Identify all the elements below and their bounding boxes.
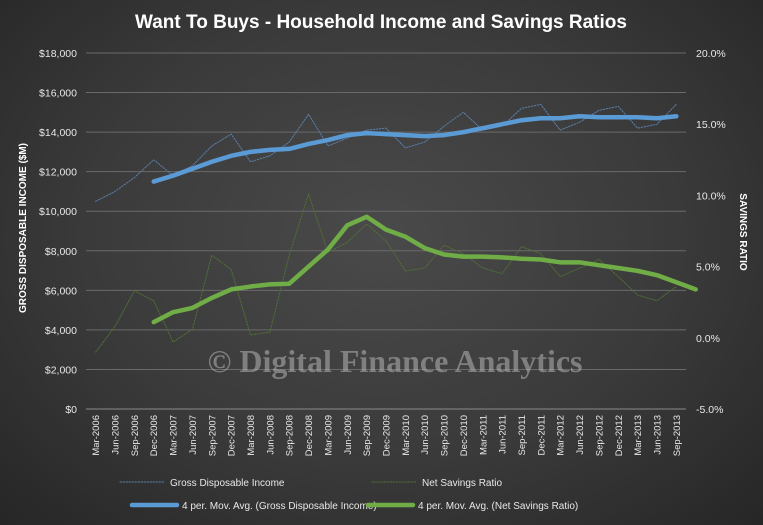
y-tick-label: $12,000 (39, 167, 77, 179)
x-tick-label: Mar-2010 (401, 415, 412, 456)
y-tick-label: $2,000 (45, 364, 77, 376)
x-tick-label: Jun-2010 (420, 415, 431, 455)
x-tick-label: Sep-2007 (207, 415, 218, 456)
chart-title: Want To Buys - Household Income and Savi… (135, 12, 627, 33)
y2-tick-label: -5.0% (696, 404, 723, 416)
x-tick-label: Dec-2009 (382, 415, 393, 456)
y-tick-label: $4,000 (45, 325, 77, 337)
x-tick-label: Dec-2012 (614, 415, 625, 456)
x-tick-label: Mar-2007 (169, 415, 180, 456)
x-tick-label: Dec-2010 (459, 415, 470, 456)
y2-axis-title: SAVINGS RATIO (737, 193, 748, 271)
x-tick-label: Sep-2006 (130, 415, 141, 456)
y2-tick-label: 10.0% (696, 190, 726, 202)
x-tick-label: Sep-2011 (517, 415, 528, 456)
x-tick-label: Dec-2008 (304, 415, 315, 456)
x-tick-label: Jun-2009 (343, 415, 354, 455)
y-tick-label: $16,000 (39, 88, 77, 100)
legend-label: 4 per. Mov. Avg. (Net Savings Ratio) (418, 501, 578, 512)
x-tick-label: Mar-2008 (246, 415, 257, 456)
x-tick-label: Jun-2008 (265, 415, 276, 455)
x-tick-label: Jun-2013 (652, 415, 663, 455)
x-tick-label: Mar-2011 (478, 415, 489, 455)
y2-tick-label: 0.0% (696, 333, 720, 345)
x-tick-label: Sep-2012 (594, 415, 605, 456)
legend-label: 4 per. Mov. Avg. (Gross Disposable Incom… (182, 501, 377, 512)
y-tick-label: $10,000 (39, 206, 77, 218)
series-line-1 (95, 193, 677, 353)
legend-label: Net Savings Ratio (422, 478, 502, 489)
y-axis-title: GROSS DISPOSABLE INCOME ($M) (18, 143, 29, 313)
y-tick-label: $0 (65, 404, 77, 416)
x-tick-label: Jun-2012 (575, 415, 586, 455)
x-tick-label: Sep-2013 (672, 415, 683, 456)
legend: Gross Disposable Income Net Savings Ratio… (119, 478, 578, 512)
series-layer (95, 103, 698, 353)
series-line-2 (151, 114, 679, 184)
x-tick-label: Mar-2012 (556, 415, 567, 456)
series-line-0 (95, 103, 677, 202)
y-tick-label: $14,000 (39, 127, 77, 139)
x-tick-label: Jun-2006 (111, 415, 122, 455)
y-tick-label: $6,000 (45, 285, 77, 297)
y-tick-label: $8,000 (45, 246, 77, 258)
y2-tick-label: 5.0% (696, 262, 720, 274)
x-tick-label: Mar-2009 (323, 415, 334, 456)
x-tick-label: Dec-2006 (149, 415, 160, 456)
axes: $0 $2,000 $4,000 $6,000 $8,000 $10,000 $12,000… (39, 48, 726, 456)
legend-label: Gross Disposable Income (170, 478, 285, 489)
watermark: © Digital Finance Analytics (207, 343, 582, 379)
x-tick-label: Dec-2011 (536, 415, 547, 456)
x-tick-label: Jun-2007 (188, 415, 199, 455)
x-tick-label: Sep-2009 (362, 415, 373, 456)
x-tick-label: Sep-2010 (440, 415, 451, 456)
y2-tick-label: 20.0% (696, 48, 726, 60)
x-tick-label: Sep-2008 (285, 415, 296, 456)
y-tick-label: $18,000 (39, 48, 77, 60)
y2-tick-label: 15.0% (696, 119, 726, 131)
x-tick-label: Mar-2013 (633, 415, 644, 456)
x-tick-label: Mar-2006 (91, 415, 102, 456)
x-tick-label: Dec-2007 (227, 415, 238, 456)
series-line-3 (151, 214, 698, 325)
x-tick-label: Jun-2011 (498, 415, 509, 454)
